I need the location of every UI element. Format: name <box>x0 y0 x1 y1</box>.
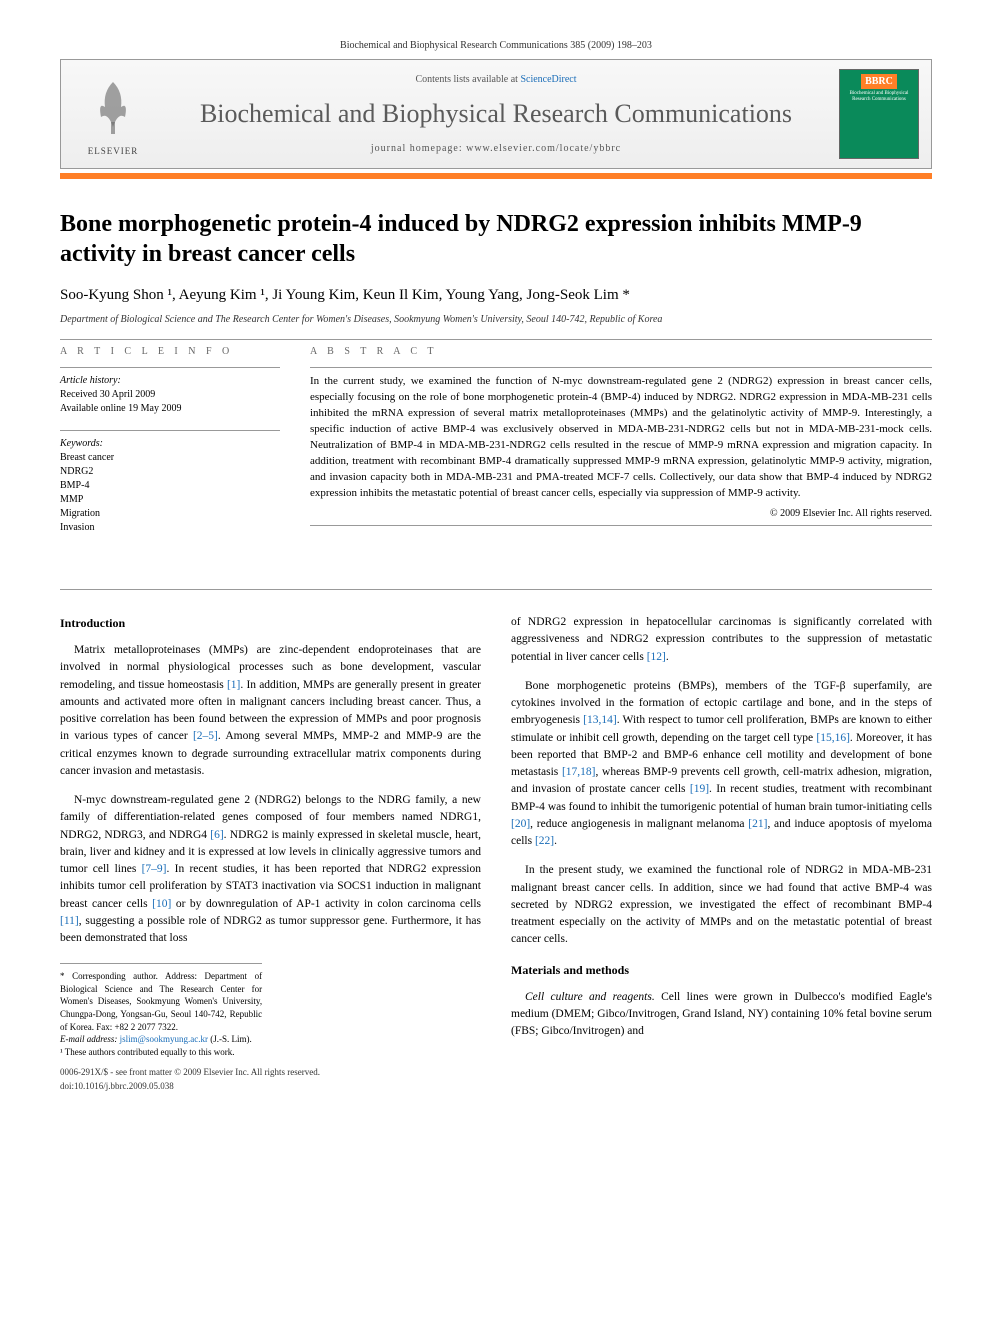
abstract-column: A B S T R A C T In the current study, we… <box>310 346 932 549</box>
publisher-name: ELSEVIER <box>83 146 143 156</box>
keyword: BMP-4 <box>60 479 280 493</box>
divider <box>310 367 932 368</box>
page-footer: 0006-291X/$ - see front matter © 2009 El… <box>60 1066 481 1093</box>
body-paragraph: In the present study, we examined the fu… <box>511 862 932 948</box>
article-title: Bone morphogenetic protein-4 induced by … <box>60 209 932 269</box>
homepage-prefix: journal homepage: <box>371 143 466 154</box>
cover-subtitle: Biochemical and Biophysical Research Com… <box>844 91 914 102</box>
left-column: Introduction Matrix metalloproteinases (… <box>60 614 481 1093</box>
info-heading: A R T I C L E I N F O <box>60 346 280 357</box>
keywords-label: Keywords: <box>60 437 280 451</box>
affiliation: Department of Biological Science and The… <box>60 314 932 325</box>
keyword: Migration <box>60 507 280 521</box>
divider <box>60 367 280 368</box>
keyword: Breast cancer <box>60 451 280 465</box>
abstract-heading: A B S T R A C T <box>310 346 932 357</box>
mm-subheading: Cell culture and reagents. <box>525 991 655 1003</box>
received-date: Received 30 April 2009 <box>60 388 280 402</box>
accent-bar <box>60 173 932 179</box>
divider <box>60 430 280 431</box>
right-column: of NDRG2 expression in hepatocellular ca… <box>511 614 932 1093</box>
elsevier-tree-icon <box>83 72 143 142</box>
body-paragraph: Matrix metalloproteinases (MMPs) are zin… <box>60 642 481 780</box>
contents-prefix: Contents lists available at <box>415 74 520 85</box>
journal-cover-thumbnail: BBRC Biochemical and Biophysical Researc… <box>839 69 919 159</box>
keyword: MMP <box>60 493 280 507</box>
body-two-column: Introduction Matrix metalloproteinases (… <box>60 614 932 1093</box>
journal-homepage: journal homepage: www.elsevier.com/locat… <box>153 143 839 154</box>
body-paragraph: N-myc downstream-regulated gene 2 (NDRG2… <box>60 792 481 947</box>
email-suffix: (J.-S. Lim). <box>208 1034 252 1044</box>
issn-line: 0006-291X/$ - see front matter © 2009 El… <box>60 1066 481 1080</box>
header-citation: Biochemical and Biophysical Research Com… <box>60 40 932 51</box>
corresponding-author-note: * Corresponding author. Address: Departm… <box>60 970 262 1033</box>
contents-available: Contents lists available at ScienceDirec… <box>153 74 839 85</box>
keywords-block: Keywords: Breast cancer NDRG2 BMP-4 MMP … <box>60 437 280 535</box>
divider <box>60 339 932 340</box>
homepage-url[interactable]: www.elsevier.com/locate/ybbrc <box>466 143 621 154</box>
banner-center: Contents lists available at ScienceDirec… <box>153 74 839 154</box>
email-label: E-mail address: <box>60 1034 120 1044</box>
journal-title: Biochemical and Biophysical Research Com… <box>153 99 839 129</box>
body-paragraph: of NDRG2 expression in hepatocellular ca… <box>511 614 932 666</box>
divider <box>310 525 932 526</box>
equal-contribution-note: ¹ These authors contributed equally to t… <box>60 1046 262 1059</box>
body-paragraph: Cell culture and reagents. Cell lines we… <box>511 989 932 1041</box>
abstract-copyright: © 2009 Elsevier Inc. All rights reserved… <box>310 508 932 519</box>
cover-badge: BBRC <box>861 74 897 89</box>
sciencedirect-link[interactable]: ScienceDirect <box>520 74 576 85</box>
materials-methods-heading: Materials and methods <box>511 961 932 979</box>
history-label: Article history: <box>60 374 280 388</box>
email-link[interactable]: jslim@sookmyung.ac.kr <box>120 1034 208 1044</box>
publisher-logo-box: ELSEVIER <box>73 72 153 156</box>
section-divider <box>60 589 932 590</box>
journal-banner: ELSEVIER Contents lists available at Sci… <box>60 59 932 169</box>
abstract-text: In the current study, we examined the fu… <box>310 374 932 502</box>
doi-line: doi:10.1016/j.bbrc.2009.05.038 <box>60 1080 481 1094</box>
keyword: Invasion <box>60 521 280 535</box>
email-line: E-mail address: jslim@sookmyung.ac.kr (J… <box>60 1033 262 1046</box>
footnotes: * Corresponding author. Address: Departm… <box>60 963 262 1058</box>
article-history: Article history: Received 30 April 2009 … <box>60 374 280 416</box>
info-abstract-row: A R T I C L E I N F O Article history: R… <box>60 346 932 549</box>
article-info-column: A R T I C L E I N F O Article history: R… <box>60 346 280 549</box>
introduction-heading: Introduction <box>60 614 481 632</box>
online-date: Available online 19 May 2009 <box>60 402 280 416</box>
keyword: NDRG2 <box>60 465 280 479</box>
body-paragraph: Bone morphogenetic proteins (BMPs), memb… <box>511 678 932 851</box>
author-list: Soo-Kyung Shon ¹, Aeyung Kim ¹, Ji Young… <box>60 287 932 304</box>
